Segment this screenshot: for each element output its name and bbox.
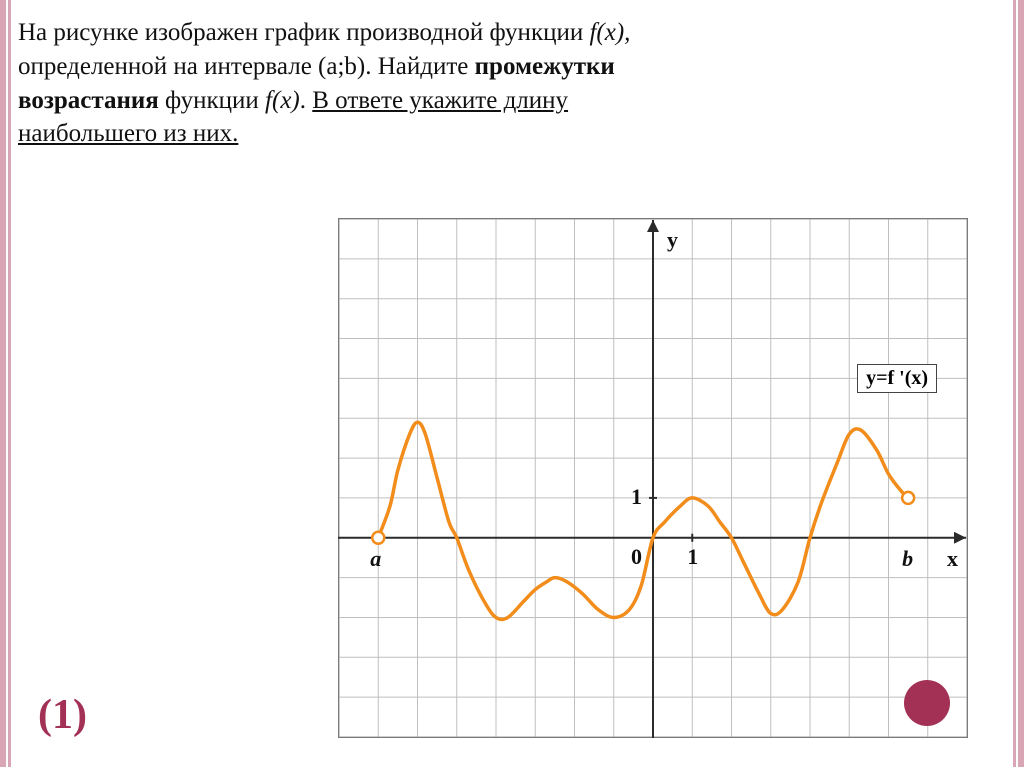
text-part: определенной на интервале (a;b). Найдите [18, 53, 475, 80]
origin-label: 0 [631, 544, 642, 570]
x-axis-label: x [947, 546, 958, 572]
slide-content: На рисунке изображен график производной … [18, 8, 1006, 759]
stripe-left-outer [0, 0, 6, 767]
text-part: На рисунке изображен график производной … [18, 19, 589, 46]
text-fx: f(x) [265, 87, 300, 114]
stripe-right-inner [1013, 0, 1016, 767]
chart-container: y=f '(x) y x 0 1 1 a b [338, 218, 968, 738]
text-fx: f(x), [589, 19, 630, 46]
y-axis-label: y [667, 227, 678, 253]
text-part: . [300, 87, 313, 114]
text-part: функции [159, 87, 265, 114]
b-label: b [902, 546, 913, 572]
tick-1-x-label: 1 [687, 544, 698, 570]
slide-number: (1) [38, 691, 87, 739]
text-bold: возрастания [18, 87, 159, 114]
chart-svg [338, 218, 968, 738]
tick-1-y-label: 1 [631, 484, 642, 510]
a-label: a [370, 546, 381, 572]
accent-dot [904, 680, 950, 726]
stripe-left-inner [8, 0, 11, 767]
text-underline: наибольшего из них. [18, 120, 238, 147]
text-bold: промежутки [475, 53, 615, 80]
stripe-right-outer [1018, 0, 1024, 767]
legend-box: y=f '(x) [857, 364, 937, 393]
text-underline: В ответе укажите длину [312, 87, 568, 114]
problem-text: На рисунке изображен график производной … [18, 8, 1006, 151]
